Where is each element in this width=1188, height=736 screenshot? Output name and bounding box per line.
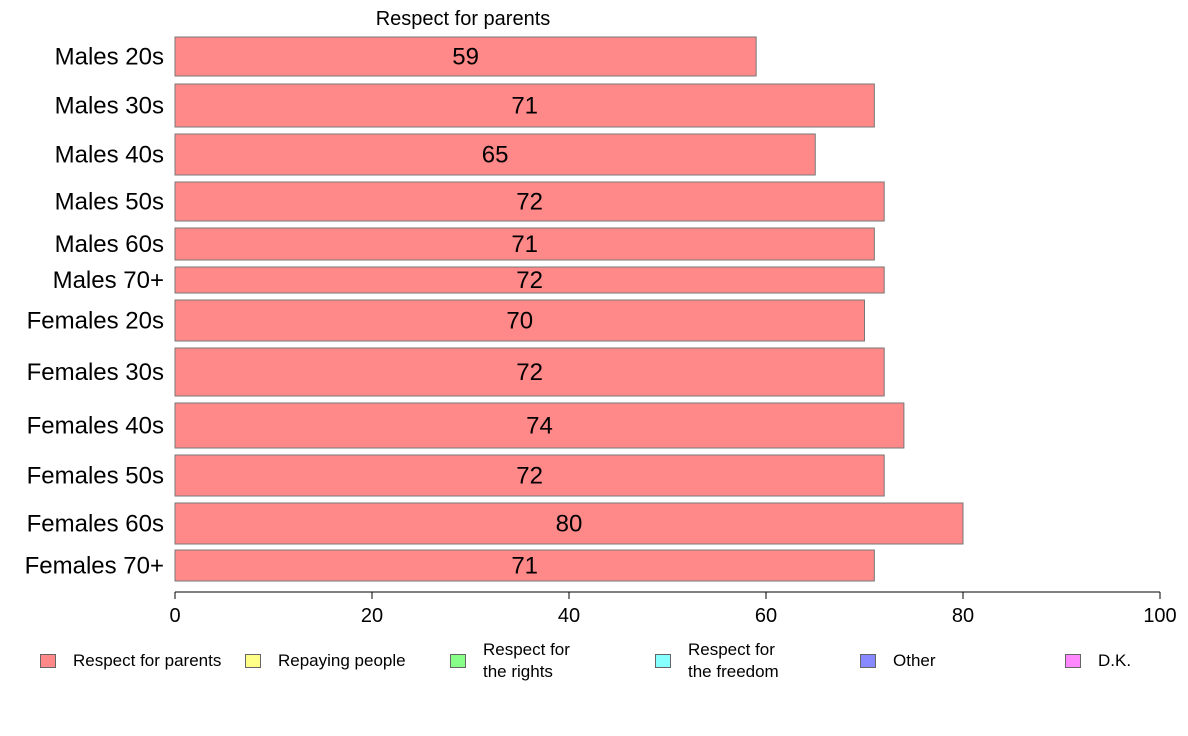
- legend-label: Repaying people: [278, 651, 406, 670]
- legend-item: Repaying people: [245, 638, 406, 684]
- legend-swatch: [655, 654, 671, 668]
- category-label: Males 30s: [55, 93, 164, 120]
- category-label: Males 40s: [55, 142, 164, 169]
- bar: [174, 299, 865, 342]
- bar: [174, 266, 885, 294]
- bar: [174, 549, 875, 582]
- legend-label: Respect for parents: [73, 651, 222, 670]
- bar-value-label: 72: [516, 267, 543, 294]
- legend-swatch: [40, 654, 56, 668]
- bar-value-label: 74: [526, 413, 553, 440]
- category-label: Males 50s: [55, 189, 164, 216]
- category-label: Males 60s: [55, 231, 164, 258]
- bar: [174, 227, 875, 261]
- bar: [174, 347, 885, 397]
- legend-item: Other: [860, 638, 936, 684]
- x-tick-label: 80: [952, 605, 974, 627]
- legend-swatch: [1065, 654, 1081, 668]
- legend-label: Respect for the rights: [483, 640, 570, 681]
- category-label: Females 20s: [27, 308, 164, 335]
- category-label: Males 20s: [55, 44, 164, 71]
- x-tick-label: 60: [755, 605, 777, 627]
- bar-chart: Respect for parents 59 Males 20s 71 Males 3…: [25, 8, 1177, 627]
- category-label: Females 70+: [25, 553, 164, 580]
- bars-group: 59 Males 20s 71 Males 30s 65 Males 40s 72 Males…: [25, 36, 964, 582]
- category-label: Females 50s: [27, 463, 164, 490]
- legend-item: D.K.: [1065, 638, 1131, 684]
- bar: [174, 181, 885, 222]
- legend-swatch: [860, 654, 876, 668]
- category-label: Females 60s: [27, 511, 164, 538]
- bar-value-label: 71: [511, 93, 538, 120]
- legend: Respect for parents Repaying people Respec…: [0, 638, 1188, 698]
- bar-value-label: 72: [516, 359, 543, 386]
- bar-value-label: 59: [452, 44, 479, 71]
- legend-swatch: [450, 654, 466, 668]
- bar-value-label: 72: [516, 463, 543, 490]
- legend-label: Other: [893, 651, 936, 670]
- bar-value-label: 65: [482, 142, 509, 169]
- bar: [174, 454, 885, 497]
- bar: [174, 402, 905, 449]
- category-label: Females 30s: [27, 359, 164, 386]
- x-tick-label: 20: [361, 605, 383, 627]
- legend-item: Respect for the rights: [450, 638, 570, 684]
- legend-label: D.K.: [1098, 651, 1132, 670]
- legend-swatch: [245, 654, 261, 668]
- x-axis: 0 20 40 60 80 100: [169, 591, 1177, 627]
- chart-title: Respect for parents: [376, 8, 551, 30]
- x-tick-label: 0: [169, 605, 180, 627]
- bar: [174, 502, 964, 545]
- x-tick-label: 100: [1143, 605, 1176, 627]
- bar-value-label: 80: [556, 511, 583, 538]
- category-label: Females 40s: [27, 413, 164, 440]
- x-tick-label: 40: [558, 605, 580, 627]
- legend-item: Respect for parents: [40, 638, 221, 684]
- bar: [174, 133, 816, 176]
- category-label: Males 70+: [53, 267, 164, 294]
- bar: [174, 83, 875, 128]
- bar-value-label: 70: [506, 308, 533, 335]
- bar: [174, 36, 757, 77]
- legend-label: Respect for the freedom: [688, 640, 779, 681]
- bar-value-label: 71: [511, 553, 538, 580]
- legend-item: Respect for the freedom: [655, 638, 779, 684]
- bar-value-label: 72: [516, 189, 543, 216]
- bar-value-label: 71: [511, 231, 538, 258]
